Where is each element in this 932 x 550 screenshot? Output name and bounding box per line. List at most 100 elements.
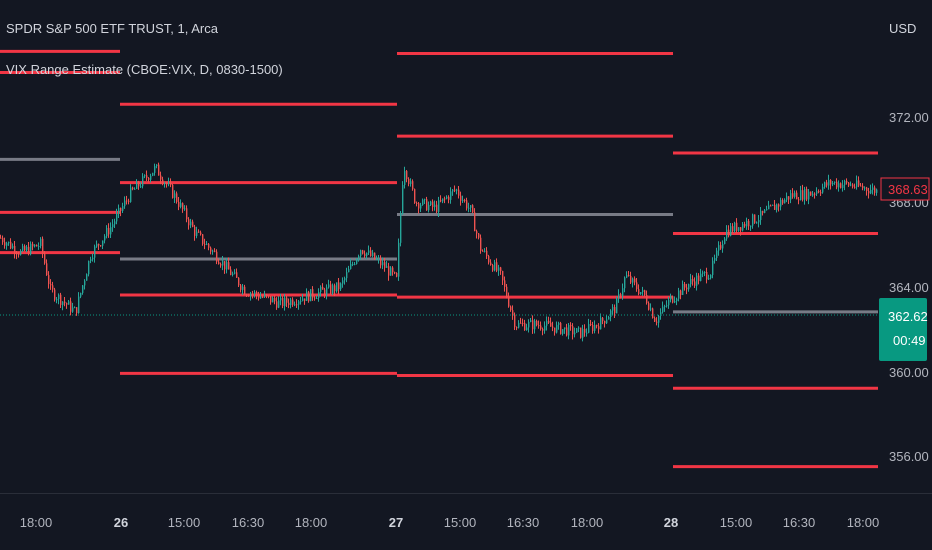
candle-body bbox=[790, 193, 792, 200]
candle-body bbox=[366, 252, 368, 257]
candle-body bbox=[516, 327, 518, 329]
candle-body bbox=[374, 252, 376, 260]
candle-body bbox=[194, 226, 196, 236]
candle-body bbox=[418, 203, 420, 209]
candle-body bbox=[486, 250, 488, 257]
candle-body bbox=[92, 257, 94, 260]
indicator-legend[interactable]: VIX Range Estimate (CBOE:VIX, D, 0830-15… bbox=[6, 62, 283, 77]
candle-body bbox=[356, 258, 358, 264]
candle-body bbox=[650, 308, 652, 310]
candle-body bbox=[252, 293, 254, 295]
candle-body bbox=[412, 181, 414, 190]
candle-body bbox=[834, 181, 836, 184]
candle-body bbox=[792, 193, 794, 197]
candle-body bbox=[134, 188, 136, 190]
symbol-legend[interactable]: SPDR S&P 500 ETF TRUST, 1, Arca bbox=[6, 21, 218, 36]
candle-body bbox=[464, 200, 466, 202]
candle-body bbox=[774, 204, 776, 210]
candle-body bbox=[178, 201, 180, 207]
candle-body bbox=[2, 237, 4, 243]
candle-body bbox=[116, 213, 118, 222]
candle-body bbox=[454, 189, 456, 191]
candle-body bbox=[360, 250, 362, 257]
candle-body bbox=[634, 278, 636, 283]
candle-body bbox=[150, 175, 152, 180]
candle-body bbox=[370, 250, 372, 256]
candle-body bbox=[640, 292, 642, 294]
candle-body bbox=[172, 184, 174, 198]
candle-body bbox=[340, 283, 342, 290]
candle-body bbox=[166, 183, 168, 185]
candle-body bbox=[232, 273, 234, 275]
time-axis-label: 18:00 bbox=[295, 515, 328, 530]
time-axis[interactable]: 18:00 26 15:00 16:30 18:00 27 15:00 16:30 18:00 2… bbox=[0, 493, 932, 531]
candle-body bbox=[354, 263, 356, 265]
candle-body bbox=[230, 269, 232, 275]
candle-body bbox=[832, 183, 834, 185]
currency-label: USD bbox=[889, 21, 917, 36]
candle-body bbox=[176, 193, 178, 202]
candle-body bbox=[160, 175, 162, 180]
candle-body bbox=[466, 200, 468, 209]
candle-body bbox=[480, 237, 482, 251]
candle-body bbox=[490, 262, 492, 265]
candle-body bbox=[730, 226, 732, 236]
candle-body bbox=[596, 325, 598, 327]
candle-body bbox=[406, 171, 408, 179]
candle-body bbox=[40, 238, 42, 246]
candle-body bbox=[6, 243, 8, 246]
candle-body bbox=[530, 320, 532, 322]
candle-body bbox=[598, 326, 600, 330]
candle-body bbox=[826, 182, 828, 186]
candle-body bbox=[710, 274, 712, 279]
candle-body bbox=[204, 243, 206, 245]
candle-body bbox=[784, 199, 786, 204]
candle-body bbox=[562, 329, 564, 334]
candle-body bbox=[122, 206, 124, 211]
candle-body bbox=[390, 267, 392, 276]
candle-body bbox=[602, 317, 604, 321]
candle-body bbox=[398, 242, 400, 277]
candle-body bbox=[510, 306, 512, 311]
price-axis-label: 372.00 bbox=[889, 110, 929, 125]
candle-body bbox=[114, 221, 116, 225]
time-axis-label: 18:00 bbox=[847, 515, 880, 530]
candle-body bbox=[716, 250, 718, 259]
candle-body bbox=[638, 289, 640, 294]
candle-body bbox=[606, 319, 608, 324]
candle-body bbox=[450, 191, 452, 200]
candle-body bbox=[538, 325, 540, 327]
candle-body bbox=[854, 186, 856, 188]
candle-body bbox=[210, 247, 212, 252]
candle-body bbox=[352, 263, 354, 265]
candle-body bbox=[594, 325, 596, 331]
candle-body bbox=[140, 186, 142, 188]
candle-body bbox=[540, 325, 542, 329]
candle-body bbox=[662, 306, 664, 313]
candle-body bbox=[392, 267, 394, 273]
candle-body bbox=[72, 307, 74, 312]
candle-body bbox=[120, 207, 122, 211]
candle-body bbox=[806, 188, 808, 200]
candle-body bbox=[338, 282, 340, 290]
candle-body bbox=[436, 204, 438, 212]
candle-body bbox=[500, 267, 502, 272]
candle-body bbox=[66, 303, 68, 305]
candle-body bbox=[588, 323, 590, 333]
candle-body bbox=[476, 231, 478, 234]
candle-body bbox=[642, 290, 644, 293]
candle-body bbox=[110, 227, 112, 235]
candle-body bbox=[552, 326, 554, 328]
candle-body bbox=[504, 280, 506, 287]
candle-body bbox=[8, 241, 10, 244]
candle-body bbox=[62, 301, 64, 305]
candle-body bbox=[630, 275, 632, 283]
candle-body bbox=[694, 281, 696, 286]
candle-body bbox=[864, 187, 866, 189]
candle-body bbox=[570, 324, 572, 327]
candle-body bbox=[656, 321, 658, 323]
candle-body bbox=[604, 320, 606, 324]
candle-body bbox=[362, 250, 364, 254]
